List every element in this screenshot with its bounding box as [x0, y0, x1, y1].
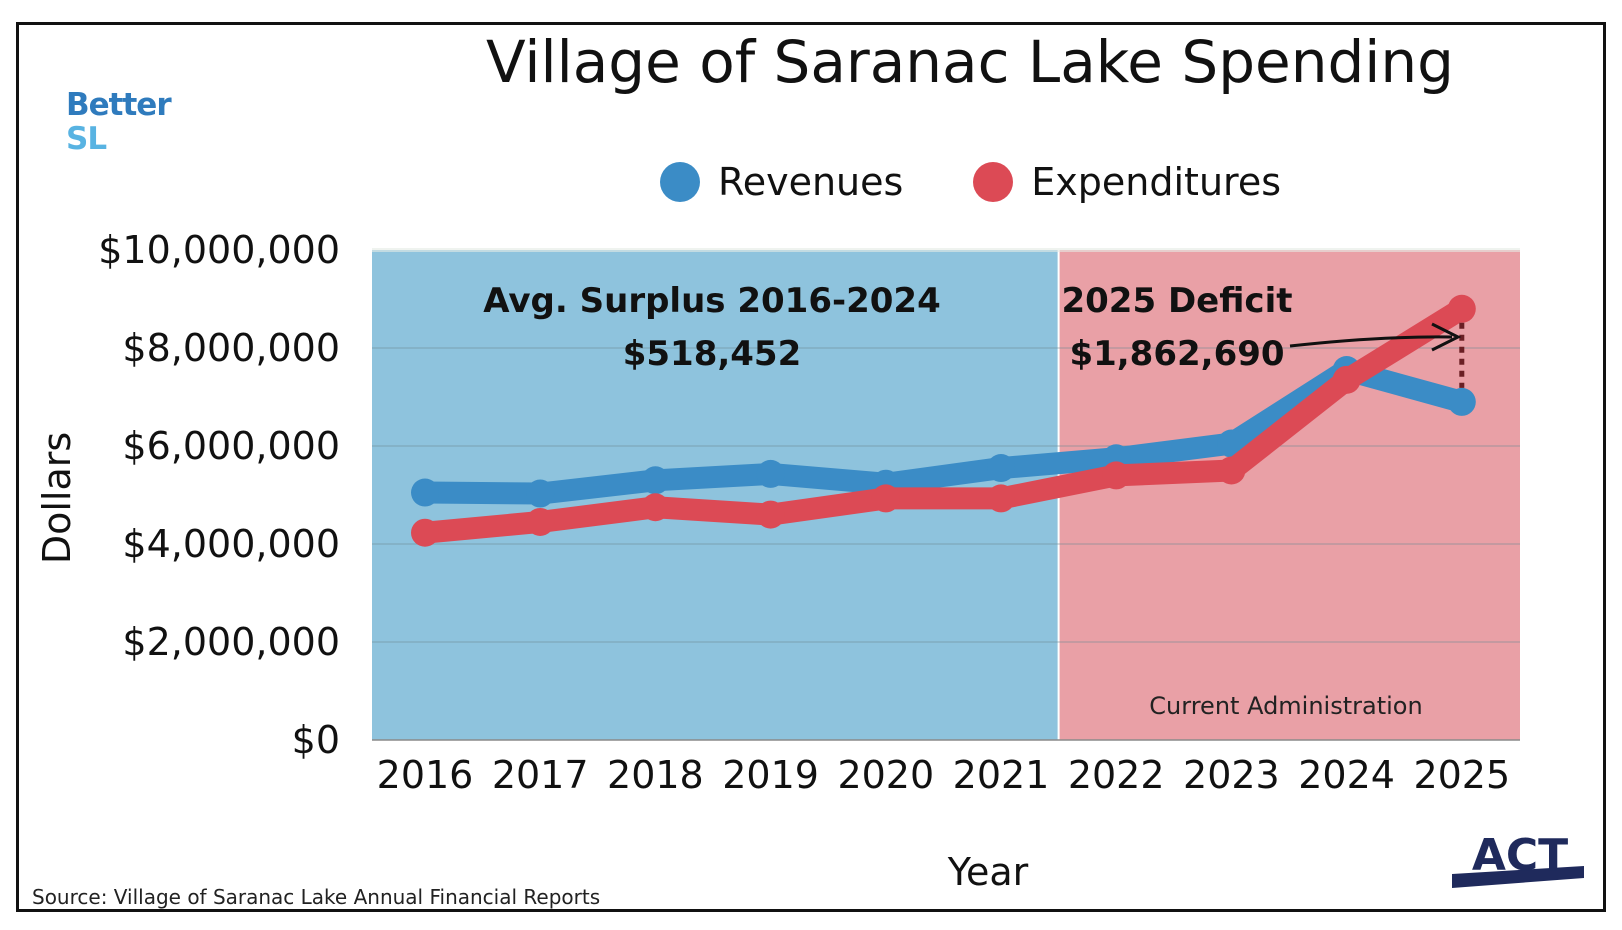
- y-tick-label: $8,000,000: [122, 326, 340, 370]
- expenditures-point: [526, 507, 555, 536]
- deficit-arrow: [1289, 335, 1453, 348]
- expenditures-point: [1332, 365, 1361, 394]
- x-tick-label: 2020: [837, 753, 934, 797]
- y-tick-label: $4,000,000: [122, 522, 340, 566]
- current-admin-label: Current Administration: [1149, 692, 1422, 720]
- revenues-point: [526, 479, 555, 508]
- revenues-line: [414, 359, 1473, 505]
- x-tick-label: 2023: [1183, 753, 1280, 797]
- expenditures-line: [414, 297, 1473, 544]
- revenues-point: [641, 466, 670, 495]
- legend-item-revenues: Revenues: [660, 160, 903, 204]
- y-tick-label: $2,000,000: [122, 620, 340, 664]
- revenues-point: [1217, 429, 1246, 458]
- y-axis-label: Dollars: [35, 431, 79, 565]
- deficit-arrowhead: [1431, 322, 1462, 352]
- logo-line-1: Better: [66, 87, 172, 123]
- expenditures-point: [411, 518, 439, 547]
- x-tick-label: 2021: [953, 753, 1050, 797]
- y-tick-label: $10,000,000: [98, 228, 340, 272]
- surplus-annotation-title: Avg. Surplus 2016-2024: [483, 281, 940, 321]
- expenditures-point: [641, 493, 670, 522]
- x-tick-label: 2016: [377, 753, 474, 797]
- revenues-legend-dot: [660, 162, 700, 202]
- x-tick-label: 2025: [1413, 753, 1510, 797]
- x-axis-label: Year: [947, 850, 1029, 894]
- expenditures-point: [987, 484, 1015, 513]
- expenditures-point: [1447, 294, 1476, 323]
- chart-legend: Revenues Expenditures: [660, 152, 1281, 212]
- x-tick-label: 2019: [722, 753, 819, 797]
- expenditures-point: [1102, 461, 1131, 490]
- expenditures-legend-dot: [973, 162, 1014, 202]
- chart-title: Village of Saranac Lake Spending: [485, 28, 1455, 96]
- legend-label-expenditures: Expenditures: [1031, 160, 1282, 204]
- x-tick-label: 2017: [492, 753, 589, 797]
- x-tick-label: 2022: [1068, 753, 1165, 797]
- x-tick-label: 2024: [1298, 753, 1395, 797]
- act-logo: ACT: [1452, 832, 1584, 888]
- expenditures-point: [756, 500, 785, 529]
- legend-item-expenditures: Expenditures: [973, 160, 1281, 204]
- x-tick-label: 2018: [607, 753, 704, 797]
- legend-label-revenues: Revenues: [718, 160, 904, 204]
- deficit-annotation-title: 2025 Deficit: [1061, 281, 1292, 321]
- deficit-annotation-value: $1,862,690: [1069, 334, 1284, 374]
- revenues-point: [1447, 387, 1476, 416]
- better-sl-logo: Better SL: [66, 87, 172, 157]
- logo-line-2: SL: [66, 121, 107, 157]
- act-logo-text: ACT: [1472, 832, 1568, 881]
- expenditures-point: [871, 484, 900, 513]
- y-tick-label: $0: [292, 718, 340, 762]
- expenditures-point: [1217, 456, 1246, 485]
- revenues-point: [987, 454, 1015, 483]
- revenues-point: [411, 478, 439, 507]
- source-note: Source: Village of Saranac Lake Annual F…: [32, 885, 601, 909]
- revenues-point: [756, 459, 785, 488]
- y-tick-label: $6,000,000: [122, 424, 340, 468]
- surplus-annotation-value: $518,452: [623, 334, 802, 374]
